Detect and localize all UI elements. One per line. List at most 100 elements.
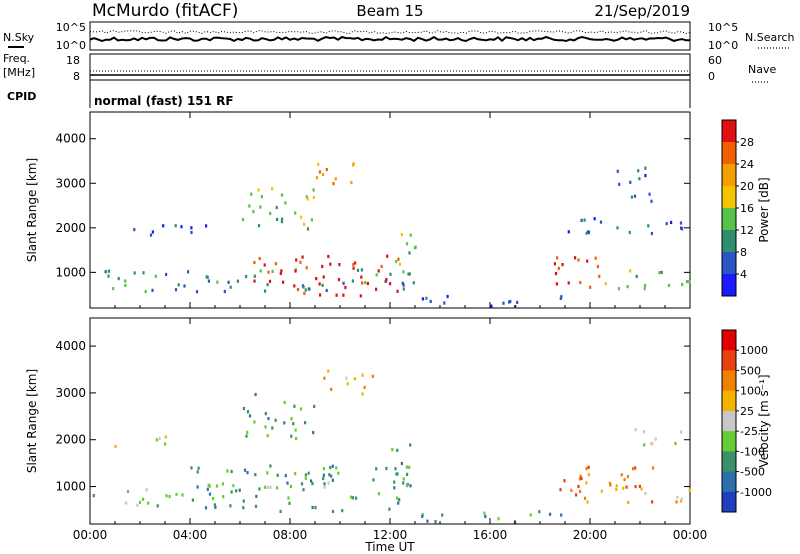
velocity-colorbar-label: Velocity [m s⁻¹]: [757, 374, 771, 467]
power-cell: [405, 242, 409, 246]
velocity-cell: [126, 489, 130, 493]
power-cell: [364, 281, 367, 285]
velocity-blob: [615, 487, 691, 504]
velocity-cell: [230, 469, 233, 474]
power-cell: [446, 294, 449, 299]
power-cell: [616, 169, 619, 173]
velocity-cell: [164, 442, 167, 446]
velocity-cell: [393, 480, 396, 484]
power-cell: [227, 280, 230, 284]
velocity-xtick-label: 00:00: [73, 528, 108, 542]
power-cell: [509, 299, 512, 304]
power-cell: [295, 258, 298, 262]
velocity-cell: [559, 488, 562, 492]
power-cell: [557, 266, 560, 270]
velocity-cell: [196, 485, 199, 489]
power-cell: [395, 259, 398, 264]
velocity-cell: [608, 481, 612, 485]
power-cell: [567, 281, 570, 285]
power-blob: [241, 187, 315, 231]
power-cell: [375, 273, 378, 277]
power-cell: [250, 192, 253, 196]
power-cell: [124, 279, 127, 283]
velocity-colorbar-frame: [721, 329, 737, 513]
power-cell: [421, 297, 424, 301]
power-cell: [559, 296, 562, 300]
power-cell: [271, 269, 274, 273]
velocity-cell: [620, 473, 623, 477]
power-cell: [502, 301, 505, 305]
power-cell: [396, 289, 399, 293]
velocity-cell: [92, 494, 95, 498]
power-cell: [241, 217, 245, 222]
power-cell: [223, 289, 226, 294]
velocity-cell: [335, 466, 338, 470]
power-cell: [332, 182, 335, 186]
power-cell: [650, 231, 653, 236]
velocity-cell: [263, 485, 267, 489]
velocity-cell: [644, 492, 647, 496]
velocity-cell: [623, 478, 626, 482]
power-cell: [216, 280, 219, 284]
power-colorbar-segment: [722, 274, 736, 297]
velocity-cell: [577, 484, 580, 489]
power-cell: [264, 289, 267, 293]
power-cell: [630, 195, 633, 199]
velocity-cell: [675, 500, 678, 504]
velocity-xtick-label: 00:00: [673, 528, 708, 542]
velocity-cell: [391, 448, 394, 452]
velocity-colorbar-segment: [722, 350, 736, 371]
power-cell: [650, 199, 653, 203]
velocity-cell: [313, 404, 316, 408]
velocity-cell: [274, 418, 277, 422]
velocity-cell: [295, 436, 298, 441]
power-ticks: 1000 2000 3000 4000: [55, 112, 691, 308]
power-colorbar-tick-label: 28: [740, 136, 754, 149]
velocity-blob: [92, 488, 184, 508]
power-cell: [325, 288, 328, 293]
velocity-cell: [181, 493, 184, 497]
power-cell: [375, 287, 378, 291]
power-cell: [207, 279, 210, 283]
velocity-cell: [311, 505, 314, 510]
freq-label-2: [MHz]: [3, 66, 35, 79]
power-cell: [577, 258, 580, 262]
nave-label: Nave: [748, 63, 776, 76]
power-cell: [268, 279, 272, 283]
power-colorbar-segment: [722, 164, 736, 187]
velocity-cell: [676, 495, 679, 499]
velocity-cell: [351, 496, 355, 500]
power-cell: [299, 260, 302, 264]
power-cell: [397, 257, 400, 261]
velocity-colorbar-tick-label: 500: [740, 364, 761, 377]
velocity-blob: [190, 464, 411, 513]
velocity-cell: [214, 505, 217, 509]
power-cell: [321, 283, 324, 287]
velocity-plot-area: [89, 317, 691, 525]
power-blob: [315, 162, 355, 186]
power-cell: [386, 254, 389, 258]
velocity-ytick-label: 4000: [55, 339, 86, 353]
velocity-cell: [371, 374, 374, 378]
velocity-cell: [580, 476, 583, 481]
velocity-cell: [625, 485, 628, 489]
power-cell: [315, 176, 318, 180]
velocity-colorbar-tick-label: -500: [740, 466, 765, 479]
power-cell: [318, 170, 321, 174]
power-cell: [335, 293, 338, 297]
velocity-colorbar-segment: [722, 330, 736, 351]
power-cell: [305, 266, 308, 270]
power-cell: [301, 255, 304, 259]
power-cell: [389, 282, 392, 286]
power-cell: [303, 222, 306, 226]
power-cell: [275, 205, 278, 210]
power-cell: [338, 263, 341, 267]
power-cell: [604, 282, 607, 286]
velocity-xtick-label: 16:00: [473, 528, 508, 542]
velocity-cell: [345, 376, 348, 380]
power-cell: [644, 174, 647, 178]
power-blob: [104, 268, 415, 294]
power-cell: [306, 227, 310, 231]
velocity-cell: [652, 466, 655, 470]
velocity-cell: [402, 481, 405, 485]
